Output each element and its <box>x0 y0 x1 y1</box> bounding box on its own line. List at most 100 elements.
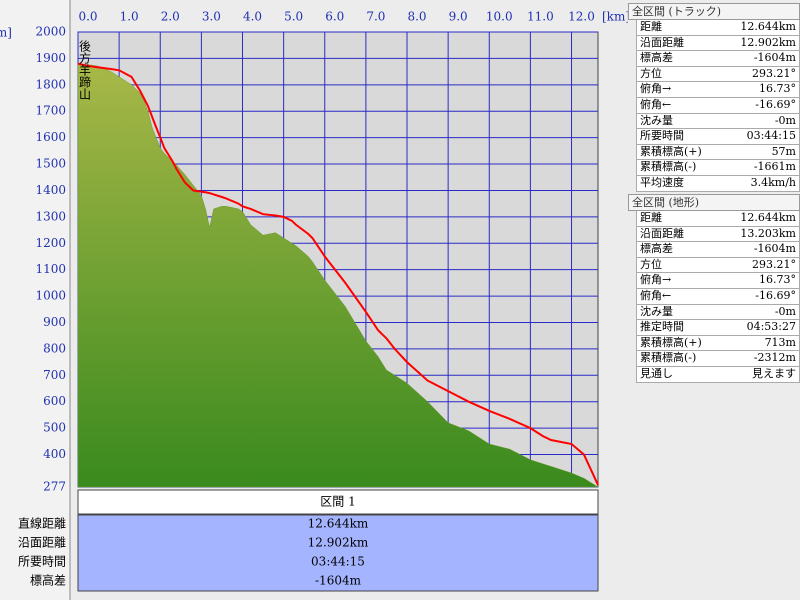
section-header: 区間 1 <box>320 495 355 509</box>
row-label: 沿面距離 <box>18 536 66 550</box>
row-label: 標高差 <box>640 51 673 65</box>
panel-row: 累積標高(-) -1661m <box>636 160 800 176</box>
panel-row: 所要時間 03:44:15 <box>636 129 800 145</box>
panel-row: 方位 293.21° <box>636 66 800 83</box>
row-value: -0m <box>774 304 796 318</box>
panel-row: 方位 293.21° <box>636 257 800 274</box>
row-value: -1604m <box>753 242 796 256</box>
panel-row: 俯角← -16.69° <box>636 97 800 114</box>
row-label: 沿面距離 <box>640 35 684 49</box>
terrain-panel: 全区間 (地形) 距離 12.644km 沿面距離 13.203km 標高差 -1604m 方… <box>628 194 800 383</box>
y-tick-label: 2000 <box>35 25 66 39</box>
y-tick-label: 1700 <box>35 104 66 118</box>
row-label: 距離 <box>640 211 662 224</box>
row-label: 方位 <box>640 257 662 271</box>
track-line <box>77 62 599 486</box>
row-label: 俯角→ <box>640 82 672 96</box>
y-tick-label: 700 <box>43 368 66 382</box>
y-tick-label: 800 <box>43 341 66 355</box>
x-tick-label: 12.0 <box>568 10 595 24</box>
y-tick-label: 277 <box>43 480 66 494</box>
row-label: 沈み量 <box>640 113 673 127</box>
section-values-cell <box>77 514 599 592</box>
row-label: 累積標高(-) <box>640 351 697 365</box>
x-tick-label: 0.0 <box>78 10 97 24</box>
row-label: 俯角← <box>640 288 672 302</box>
panel-row: 累積標高(-) -2312m <box>636 351 800 367</box>
row-value: 12.644km <box>740 211 796 224</box>
panel-row: 標高差 -1604m <box>636 51 800 67</box>
y-tick-label: 400 <box>43 447 66 461</box>
row-value: -16.69° <box>755 97 796 111</box>
row-label: 俯角← <box>640 97 672 111</box>
row-value: -16.69° <box>755 288 796 302</box>
panel-row: 俯角→ 16.73° <box>636 82 800 98</box>
row-value: 見えます <box>752 366 796 380</box>
y-tick-label: 1600 <box>35 130 66 144</box>
section-header-cell <box>77 489 599 515</box>
y-tick-label: 1500 <box>35 157 66 171</box>
row-value: 12.644km <box>308 517 369 531</box>
row-value: -0m <box>774 113 796 127</box>
profile-chart: [m] [km] 区間 1 277 400 500 600 700 800 900 1000 1… <box>0 0 628 600</box>
y-tick-label: 1200 <box>35 236 66 250</box>
marks <box>77 62 599 488</box>
row-label: 直線距離 <box>18 516 66 531</box>
y-tick-label: 1300 <box>35 209 66 223</box>
row-value: 3.4km/h <box>750 175 796 189</box>
panel-row: 平均速度 3.4km/h <box>636 175 800 192</box>
x-tick-label: 6.0 <box>325 10 344 24</box>
panel-row: 沿面距離 13.203km <box>636 226 800 243</box>
panel-row: 標高差 -1604m <box>636 242 800 258</box>
x-tick-label: 3.0 <box>202 10 221 24</box>
row-value: 16.73° <box>759 82 796 96</box>
row-label: 所要時間 <box>640 129 684 143</box>
row-value: -1661m <box>753 160 796 174</box>
row-label: 方位 <box>640 66 662 80</box>
row-label: 距離 <box>640 20 662 33</box>
annotation: 後方羊蹄山 <box>78 40 92 100</box>
panel-title: 全区間 (トラック) <box>628 3 800 20</box>
row-label: 沈み量 <box>640 304 673 318</box>
y-tick-label: 900 <box>43 315 66 329</box>
x-tick-label: 9.0 <box>449 10 468 24</box>
y-tick-label: 600 <box>43 394 66 408</box>
panel-title: 全区間 (地形) <box>628 194 800 211</box>
track-panel: 全区間 (トラック) 距離 12.644km 沿面距離 12.902km 標高差 -1604… <box>628 3 800 192</box>
row-value: -1604m <box>315 574 362 588</box>
row-value: 04:53:27 <box>746 320 796 334</box>
panel-row: 推定時間 04:53:27 <box>636 320 800 336</box>
y-tick-label: 1800 <box>35 77 66 91</box>
row-label: 累積標高(-) <box>640 160 697 174</box>
row-value: 16.73° <box>759 273 796 287</box>
row-label: 累積標高(+) <box>640 144 702 158</box>
row-label: 俯角→ <box>640 273 672 287</box>
row-label: 推定時間 <box>640 320 684 334</box>
row-value: 293.21° <box>752 257 796 271</box>
x-tick-label: 4.0 <box>243 10 262 24</box>
panel-row: 累積標高(+) 57m <box>636 144 800 161</box>
row-label: 標高差 <box>640 242 673 256</box>
y-unit: [m] <box>0 26 12 40</box>
x-tick-label: 1.0 <box>120 10 139 24</box>
row-label: 沿面距離 <box>640 226 684 240</box>
x-tick-label: 5.0 <box>284 10 303 24</box>
row-value: 03:44:15 <box>746 129 796 143</box>
y-tick-label: 1100 <box>35 262 66 276</box>
row-value: 12.644km <box>740 20 796 33</box>
row-value: -1604m <box>753 51 796 65</box>
axis-panel <box>0 0 70 600</box>
row-value: 03:44:15 <box>311 555 365 569</box>
x-unit: [km] <box>602 10 628 24</box>
panel-row: 沈み量 -0m <box>636 304 800 321</box>
y-tick-label: 1000 <box>35 289 66 303</box>
row-label: 累積標高(+) <box>640 335 702 349</box>
row-value: 13.203km <box>740 226 796 240</box>
panel-row: 沈み量 -0m <box>636 113 800 130</box>
row-value: -2312m <box>753 351 796 365</box>
y-tick-label: 1400 <box>35 183 66 197</box>
panel-row: 俯角→ 16.73° <box>636 273 800 289</box>
y-tick-label: 1900 <box>35 51 66 65</box>
row-label: 平均速度 <box>640 175 684 189</box>
